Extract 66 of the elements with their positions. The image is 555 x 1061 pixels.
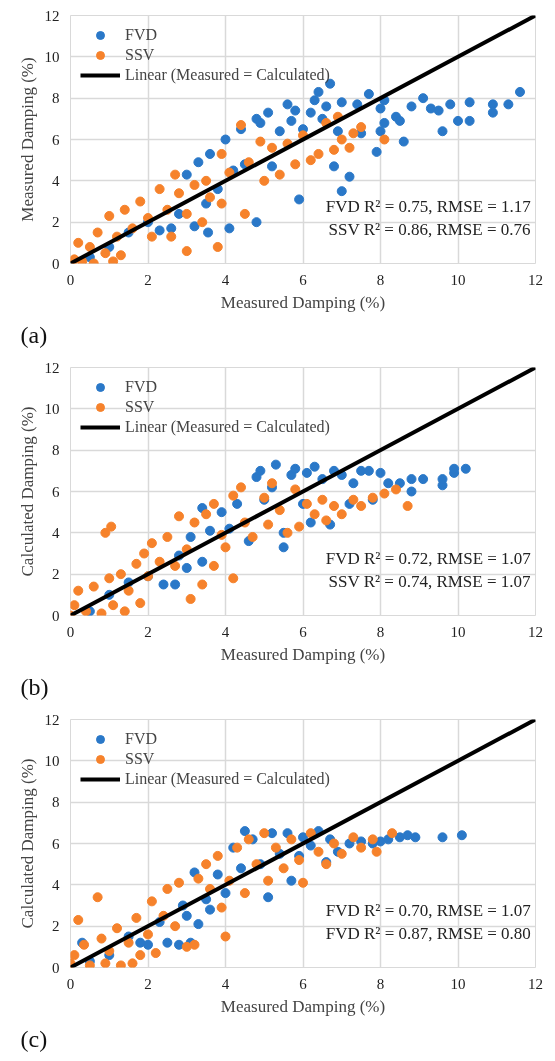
y-tick-label: 0: [52, 607, 60, 624]
x-tick-label: 6: [299, 271, 308, 288]
y-tick-label: 2: [52, 566, 60, 583]
y-tick-label: 2: [52, 918, 60, 935]
x-tick-label: 2: [144, 623, 152, 640]
annotation: FVD R² = 0.87, RMSE = 0.80: [325, 923, 531, 943]
x-tick-label: 0: [66, 975, 75, 992]
annotation: SSV R² = 0.86, RMSE = 0.76: [328, 219, 531, 239]
y-tick-label: 0: [52, 255, 60, 272]
annotation: FVD R² = 0.72, RMSE = 1.07: [325, 549, 532, 569]
x-tick-label: 8: [376, 975, 385, 992]
text: (b): [20, 673, 49, 700]
y-tick-label: 4: [52, 172, 60, 189]
legend-label: FVD: [125, 26, 158, 44]
x-tick-label: 12: [528, 975, 543, 992]
legend-label: SSV: [125, 398, 155, 416]
x-tick-label: 0: [66, 623, 75, 640]
legend-label: Linear (Measured = Calculated): [125, 418, 330, 436]
y-tick-label: 12: [44, 359, 60, 376]
legend-label: SSV: [125, 750, 155, 768]
y-tick-label: 6: [52, 835, 60, 852]
x-tick-label: 4: [221, 271, 230, 288]
annotation: SSV R² = 0.74, RMSE = 1.07: [328, 571, 532, 591]
x-tick-label: 10: [450, 271, 466, 288]
x-tick-label: 2: [144, 271, 152, 288]
x-tick-label: 0: [66, 271, 75, 288]
annotation: FVD R² = 0.75, RMSE = 1.17: [325, 197, 532, 217]
y-tick-label: 4: [52, 876, 60, 893]
x-tick-label: 12: [528, 623, 543, 640]
x-axis-title: Measured Damping (%): [220, 644, 386, 664]
y-tick-label: 12: [44, 7, 60, 24]
x-tick-label: 10: [450, 975, 466, 992]
legend-label: Linear (Measured = Calculated): [125, 66, 330, 84]
legend-label: Linear (Measured = Calculated): [125, 770, 330, 788]
x-tick-label: 8: [376, 623, 385, 640]
y-axis-title: Measured Damping (%): [17, 57, 37, 222]
x-tick-label: 8: [376, 271, 385, 288]
y-tick-label: 8: [52, 90, 60, 107]
y-axis-title: Calculated Damping (%): [17, 758, 37, 929]
legend-label: SSV: [125, 46, 155, 64]
y-tick-label: 12: [44, 711, 60, 728]
x-tick-label: 2: [144, 975, 152, 992]
text: (a): [20, 321, 48, 348]
y-tick-label: 10: [44, 48, 60, 65]
y-tick-label: 6: [52, 483, 60, 500]
y-tick-label: 2: [52, 214, 60, 231]
y-tick-label: 4: [52, 524, 60, 541]
x-tick-label: 4: [221, 623, 230, 640]
annotation: FVD R² = 0.70, RMSE = 1.07: [325, 901, 532, 921]
x-tick-label: 12: [528, 271, 543, 288]
x-tick-label: 6: [299, 623, 308, 640]
x-tick-label: 4: [221, 975, 230, 992]
legend-label: FVD: [125, 730, 158, 748]
y-tick-label: 10: [44, 752, 60, 769]
legend-label: FVD: [125, 378, 158, 396]
x-tick-label: 10: [450, 623, 466, 640]
text: (c): [20, 1025, 48, 1052]
y-tick-label: 8: [52, 442, 60, 459]
x-axis-title: Measured Damping (%): [220, 292, 386, 312]
x-axis-title: Measured Damping (%): [220, 996, 386, 1016]
x-tick-label: 6: [299, 975, 308, 992]
y-tick-label: 10: [44, 400, 60, 417]
y-axis-title: Calculated Damping (%): [17, 406, 37, 577]
y-tick-label: 8: [52, 794, 60, 811]
y-tick-label: 6: [52, 131, 60, 148]
y-tick-label: 0: [52, 959, 60, 976]
